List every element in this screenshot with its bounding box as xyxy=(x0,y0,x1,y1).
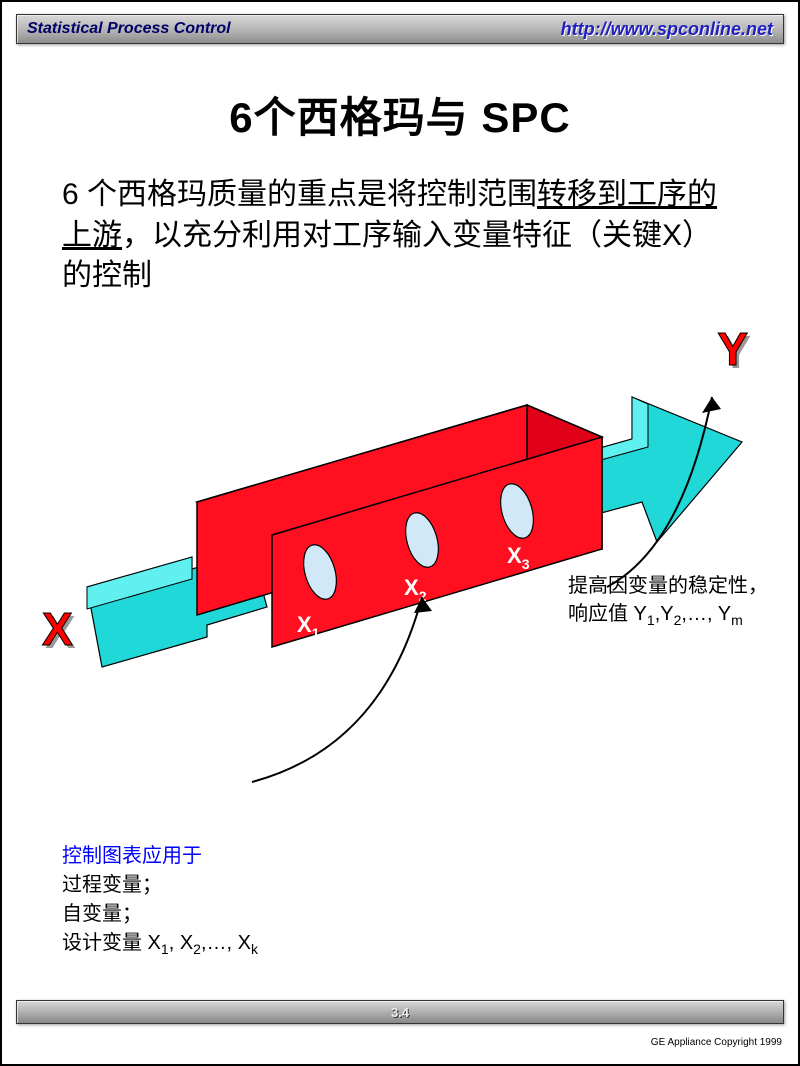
x-big-label: X xyxy=(42,602,73,656)
right-annot-line1: 提高因变量的稳定性， xyxy=(568,572,768,600)
body-suffix: ，以充分利用对工序输入变量特征（关键X）的控制 xyxy=(62,219,712,293)
copyright-text: GE Appliance Copyright 1999 xyxy=(651,1037,782,1048)
left-annot-l1: 过程变量； xyxy=(62,871,258,900)
header-right-url: http://www.spconline.net xyxy=(561,19,773,40)
right-annot-line2: 响应值 Y1,Y2,…, Ym xyxy=(568,600,768,631)
header-bar: Statistical Process Control http://www.s… xyxy=(16,14,784,44)
body-paragraph: 6 个西格玛质量的重点是将控制范围转移到工序的上游，以充分利用对工序输入变量特征… xyxy=(62,175,738,297)
body-prefix: 6 个西格玛质量的重点是将控制范围 xyxy=(62,178,537,211)
diagram-svg: X1 X2 X3 xyxy=(42,327,762,787)
left-annot-l2: 自变量； xyxy=(62,900,258,929)
footer-bar: 3.4 xyxy=(16,1000,784,1024)
right-annotation: 提高因变量的稳定性， 响应值 Y1,Y2,…, Ym xyxy=(568,572,768,631)
left-annot-l3: 设计变量 X1, X2,…, Xk xyxy=(62,929,258,959)
slide-title: 6个西格玛与 SPC xyxy=(2,84,798,145)
footer-page-number: 3.4 xyxy=(391,1005,409,1020)
process-box: X1 X2 X3 xyxy=(197,405,602,647)
left-annotation: 控制图表应用于 过程变量； 自变量； 设计变量 X1, X2,…, Xk xyxy=(62,842,258,959)
left-annot-heading: 控制图表应用于 xyxy=(62,842,258,871)
header-left-text: Statistical Process Control xyxy=(27,20,231,38)
y-big-label: Y xyxy=(717,322,748,376)
process-diagram: X1 X2 X3 X Y 提高因变量的稳定性， 响应值 Y1,Y2,…, Ym xyxy=(42,327,758,787)
